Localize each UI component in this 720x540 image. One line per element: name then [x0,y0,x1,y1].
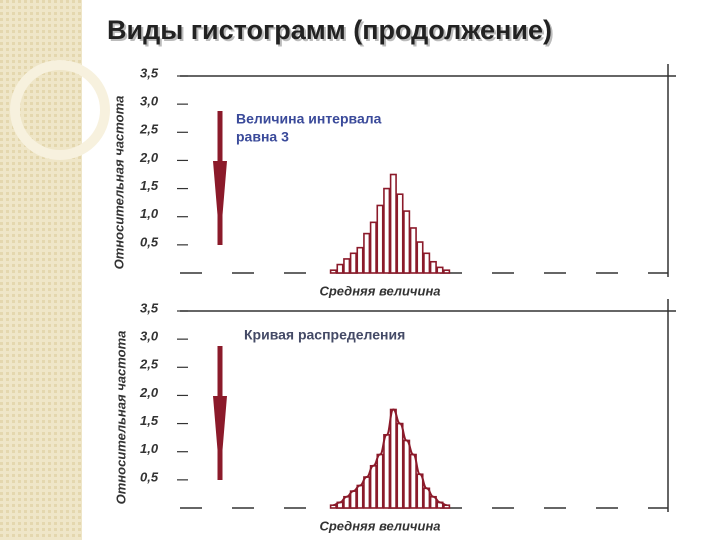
y-tick-label: 3,5 [140,300,159,315]
bar [336,263,344,274]
bar [396,193,404,274]
bar [343,258,351,274]
y-tick-label: 2,5 [139,357,159,372]
side-pattern [0,0,82,540]
x-axis-label: Средняя величина [319,283,440,298]
bar [369,464,377,509]
y-tick-label: 3,0 [140,94,159,109]
bar [416,241,424,274]
bar [329,269,337,274]
bar [429,260,437,274]
annotation: равна 3 [236,129,289,145]
bar [409,227,417,274]
y-axis-label: Относительная частота [111,96,126,270]
y-tick-label: 3,5 [140,65,159,80]
bar [369,221,377,274]
y-tick-label: 0,5 [140,234,159,249]
slide-title: Виды гистограмм (продолжение) [107,15,552,45]
y-tick-label: 2,5 [139,122,159,137]
bar [383,187,391,274]
y-tick-label: 2,0 [139,150,159,165]
y-tick-label: 1,0 [140,441,159,456]
bar [396,422,404,509]
bar [403,439,411,509]
bar [376,204,384,274]
bar [363,476,371,509]
y-tick-label: 0,5 [140,469,159,484]
y-axis-label: Относительная частота [113,331,128,505]
x-axis-label: Средняя величина [319,518,440,533]
y-tick-label: 1,5 [140,178,159,193]
arrow-head [213,161,227,245]
bar [356,246,364,274]
bar [383,434,391,509]
y-tick-label: 1,0 [140,206,159,221]
bar [349,252,357,274]
title-shadow: Виды гистограмм (продолжение) [109,17,554,47]
annotation: Кривая распределения [244,327,405,343]
annotation: Величина интервала [236,111,382,127]
y-tick-label: 2,0 [139,385,159,400]
bar [403,210,411,274]
bar [376,453,384,509]
bar [436,266,444,274]
bar [409,453,417,509]
bar [423,252,431,274]
decor-circle [10,60,110,160]
bar [389,173,397,274]
arrow-head [213,396,227,480]
bar [349,490,357,509]
y-tick-label: 3,0 [140,329,159,344]
y-tick-label: 1,5 [140,413,159,428]
bar [356,484,364,509]
bar [363,232,371,274]
bar [443,269,451,274]
bar [389,408,397,509]
distribution-curve [333,408,447,507]
